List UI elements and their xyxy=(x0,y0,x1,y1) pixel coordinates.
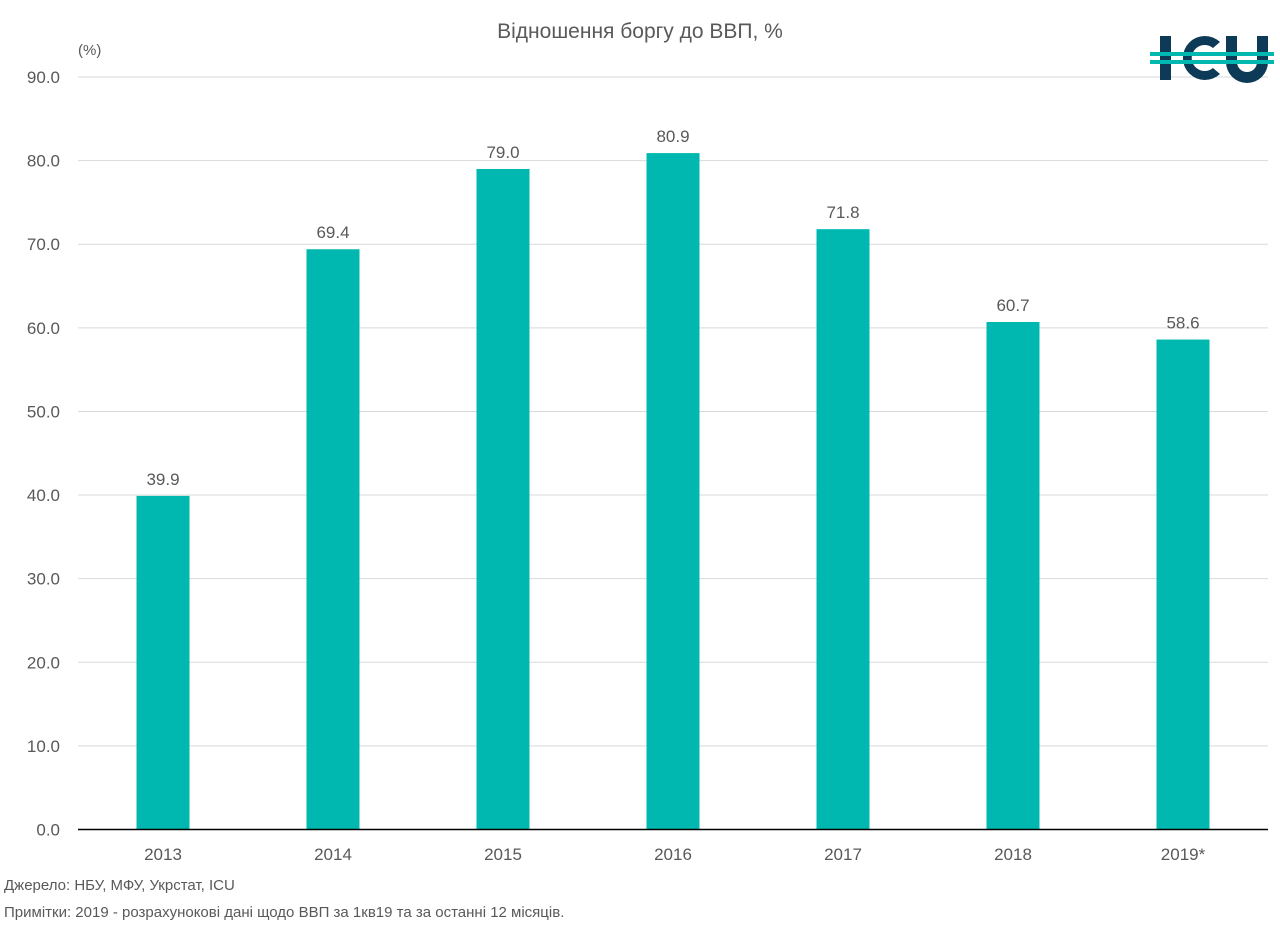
x-tick-label: 2013 xyxy=(144,845,182,864)
x-tick-label: 2017 xyxy=(824,845,862,864)
bar-2015 xyxy=(476,168,530,830)
bars xyxy=(136,153,1210,830)
x-tick-label: 2014 xyxy=(314,845,352,864)
x-tick-label: 2018 xyxy=(994,845,1032,864)
y-axis-unit-label: (%) xyxy=(78,42,101,59)
y-tick-label: 10.0 xyxy=(27,737,60,756)
data-label: 71.8 xyxy=(826,203,859,222)
y-tick-label: 60.0 xyxy=(27,319,60,338)
bar-2013 xyxy=(136,495,190,830)
source-note: Джерело: НБУ, МФУ, Укрстат, ICU xyxy=(4,877,235,894)
data-label: 60.7 xyxy=(996,296,1029,315)
data-label: 39.9 xyxy=(146,470,179,489)
y-tick-label: 40.0 xyxy=(27,486,60,505)
y-tick-label: 20.0 xyxy=(27,653,60,672)
data-label: 79.0 xyxy=(486,143,519,162)
bar-2014 xyxy=(306,249,360,830)
y-tick-label: 90.0 xyxy=(27,68,60,87)
y-tick-label: 30.0 xyxy=(27,570,60,589)
bar-2016 xyxy=(646,153,700,830)
y-axis-ticks: 0.0 10.0 20.0 30.0 40.0 50.0 60.0 70.0 80.0 90.0 xyxy=(27,68,60,840)
chart-title: Відношення боргу до ВВП, % xyxy=(497,20,783,43)
debt-to-gdp-chart: Відношення боргу до ВВП, % (%) 0.0 10.0 20… xyxy=(27,20,1268,864)
x-tick-label: 2015 xyxy=(484,845,522,864)
bar-2018 xyxy=(986,321,1040,830)
remarks-note: Примітки: 2019 - розрахунокові дані щодо… xyxy=(4,904,565,921)
y-tick-label: 0.0 xyxy=(36,821,60,840)
data-label: 58.6 xyxy=(1166,314,1199,333)
y-tick-label: 80.0 xyxy=(27,152,60,171)
icu-logo xyxy=(1150,36,1274,83)
bar-2017 xyxy=(816,229,870,830)
y-tick-label: 50.0 xyxy=(27,402,60,421)
data-label: 80.9 xyxy=(656,127,689,146)
y-tick-label: 70.0 xyxy=(27,235,60,254)
data-labels: 39.9 69.4 79.0 80.9 71.8 60.7 58.6 xyxy=(146,127,1199,489)
bar-2019 xyxy=(1156,339,1210,830)
x-axis-ticks: 2013 2014 2015 2016 2017 2018 2019* xyxy=(144,845,1206,864)
data-label: 69.4 xyxy=(316,223,349,242)
x-tick-label: 2019* xyxy=(1161,845,1206,864)
x-tick-label: 2016 xyxy=(654,845,692,864)
